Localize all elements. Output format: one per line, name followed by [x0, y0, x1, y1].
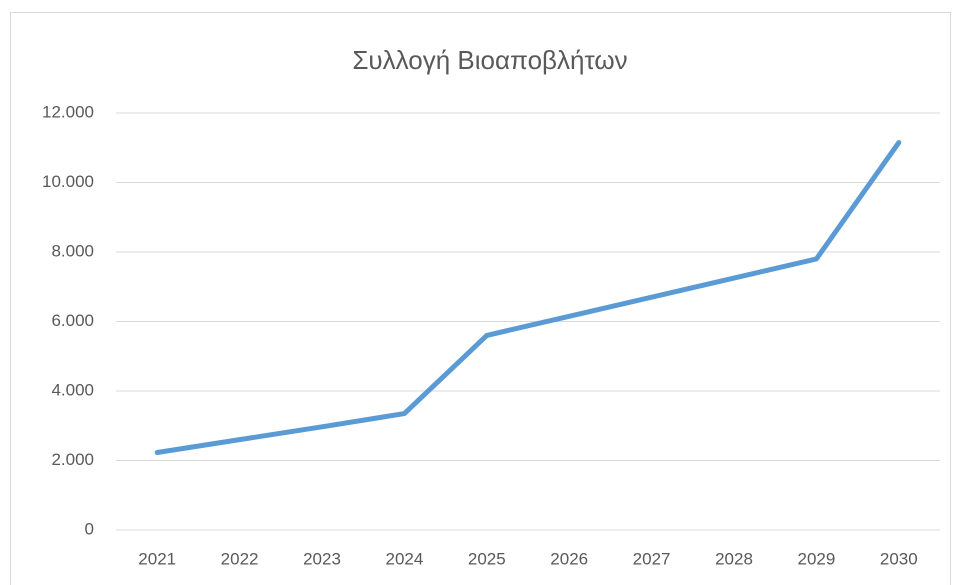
- x-tick-label: 2029: [797, 549, 835, 568]
- chart-frame: [10, 12, 951, 585]
- x-tick-label: 2024: [385, 549, 423, 568]
- x-tick-label: 2028: [715, 549, 753, 568]
- y-tick-label: 10.000: [42, 172, 94, 191]
- y-tick-label: 2.000: [51, 450, 94, 469]
- y-tick-label: 12.000: [42, 102, 94, 121]
- x-tick-label: 2021: [138, 549, 176, 568]
- x-tick-label: 2023: [303, 549, 341, 568]
- y-tick-label: 4.000: [51, 380, 94, 399]
- x-tick-label: 2027: [633, 549, 671, 568]
- y-tick-label: 0: [85, 519, 94, 538]
- y-tick-label: 8.000: [51, 241, 94, 260]
- line: [154, 140, 902, 456]
- x-tick-label: 2025: [468, 549, 506, 568]
- chart-title: Συλλογή Βιοαποβλήτων: [352, 45, 627, 75]
- y-tick-label: 6.000: [51, 311, 94, 330]
- x-tick-label: 2022: [221, 549, 259, 568]
- x-tick-label: 2026: [550, 549, 588, 568]
- x-tick-label: 2030: [880, 549, 918, 568]
